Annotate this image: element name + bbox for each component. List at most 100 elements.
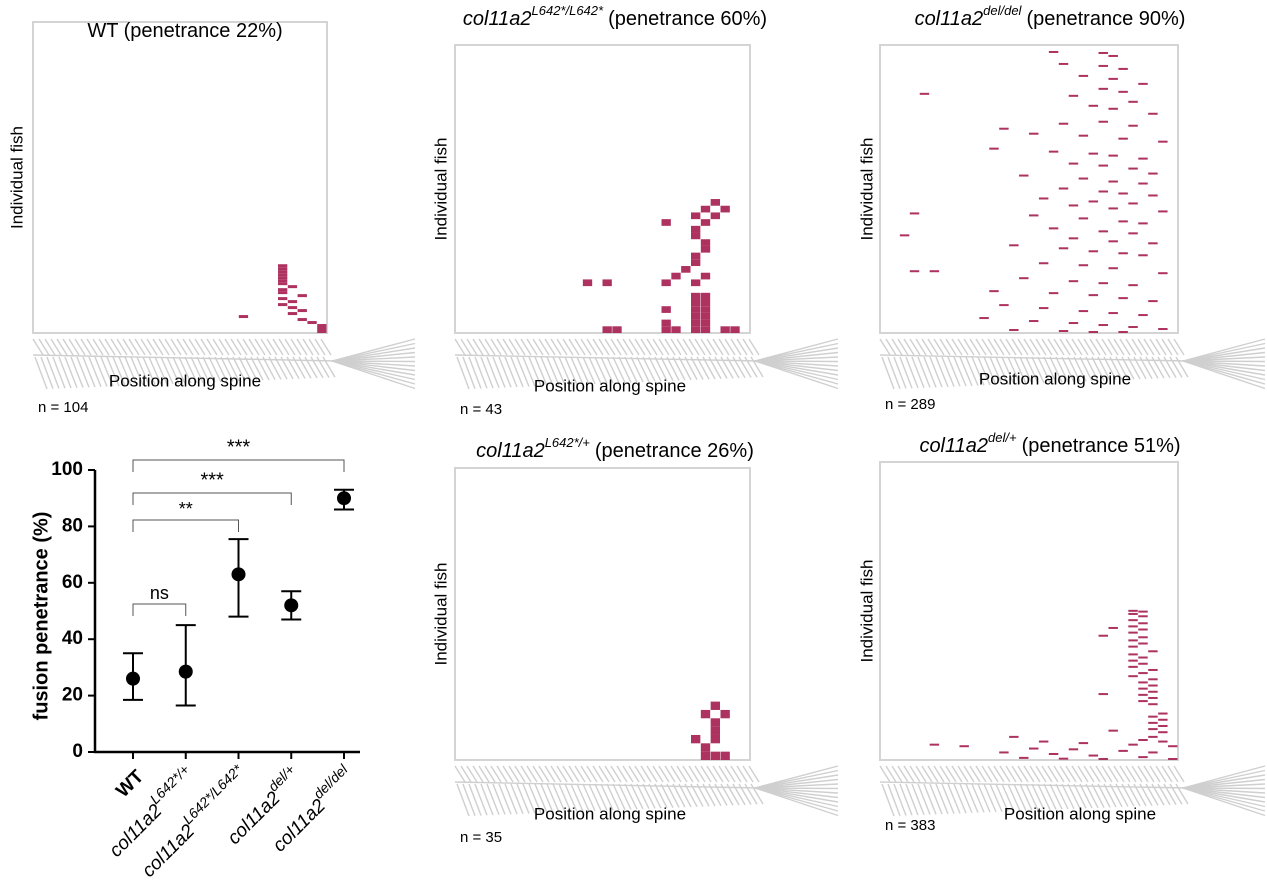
rib <box>642 783 656 809</box>
fusion-segment <box>1088 754 1099 757</box>
rib <box>987 765 999 783</box>
fusion-segment <box>278 288 288 292</box>
rib <box>514 765 526 783</box>
rib <box>923 783 937 815</box>
rib <box>953 356 967 387</box>
tail-ray <box>754 338 839 362</box>
category-name: WT <box>112 766 148 802</box>
fusion-segment <box>929 270 940 273</box>
rib <box>498 356 512 388</box>
rib <box>1077 765 1089 783</box>
significance-label: ns <box>150 583 169 603</box>
fusion-segment <box>1078 177 1089 180</box>
fusion-segment <box>1138 622 1148 625</box>
rib <box>1073 783 1087 809</box>
rib <box>1043 356 1057 383</box>
rib <box>454 765 466 783</box>
fusion-segment <box>1048 752 1059 755</box>
rib <box>618 356 632 383</box>
rib <box>62 338 74 356</box>
fusion-segment <box>1078 74 1089 77</box>
significance-bracket <box>132 603 187 616</box>
fusion-segment <box>1019 174 1029 177</box>
rib <box>496 338 508 356</box>
fusion-segment <box>999 304 1009 307</box>
rib <box>977 356 991 386</box>
rib <box>206 338 218 356</box>
fusion-segment <box>1128 743 1138 746</box>
fusion-segment <box>1148 721 1158 724</box>
tail-ray <box>754 360 839 372</box>
x-axis-label: Position along spine <box>1004 804 1156 823</box>
rib <box>969 765 981 783</box>
tail-ray <box>1182 356 1266 362</box>
rib <box>170 338 182 356</box>
rib <box>726 356 740 379</box>
rib <box>1035 338 1047 356</box>
fusion-segment <box>1148 678 1158 681</box>
fusion-segment <box>1009 244 1019 247</box>
rib <box>558 783 572 813</box>
tail-ray <box>754 769 839 789</box>
rib <box>676 338 688 356</box>
fusion-segment <box>720 205 730 213</box>
fusion-segment <box>1138 636 1148 639</box>
fusion-segment <box>1108 154 1118 157</box>
rib <box>224 338 236 356</box>
fusion-segment <box>919 92 930 95</box>
rib <box>552 356 566 386</box>
y-axis-label: fusion penetrance (%) <box>30 512 52 721</box>
fusion-segment <box>1019 756 1029 759</box>
rib <box>730 338 742 356</box>
rib <box>248 338 260 356</box>
fusion-segment <box>1058 187 1069 190</box>
rib <box>112 356 126 387</box>
title-gene: col11a2 <box>919 435 988 457</box>
fusion-segment <box>1138 738 1148 741</box>
rib <box>720 783 734 806</box>
rib <box>1031 356 1045 384</box>
rib <box>899 783 913 816</box>
rib <box>588 783 602 811</box>
fusion-segment <box>1128 659 1138 662</box>
rib <box>546 783 560 813</box>
tail-ray <box>754 778 839 789</box>
fusion-segment <box>1048 227 1059 230</box>
rib <box>556 765 568 783</box>
rib <box>242 338 254 356</box>
fusion-segment <box>1098 758 1108 760</box>
rib <box>1175 356 1189 378</box>
fusion-segment <box>1068 322 1079 325</box>
rib <box>694 338 706 356</box>
rib <box>1163 356 1177 378</box>
rib <box>893 783 907 816</box>
skeleton <box>454 765 839 817</box>
rib <box>652 338 664 356</box>
rib <box>1079 356 1093 382</box>
tail-ray <box>754 765 839 789</box>
tail-ray <box>754 360 839 376</box>
fusion-segment <box>1108 729 1118 732</box>
rib <box>672 783 686 808</box>
rib <box>1151 783 1165 806</box>
rib <box>1109 356 1123 381</box>
rib <box>732 783 746 806</box>
tail-ray <box>754 342 839 362</box>
rib <box>1169 783 1183 805</box>
fusion-segment <box>710 718 721 727</box>
fusion-segment <box>1118 252 1128 255</box>
fusion-segment <box>710 199 721 206</box>
tail-ray <box>1182 360 1266 381</box>
rib <box>550 338 562 356</box>
rib <box>1019 783 1033 811</box>
rib <box>492 356 506 388</box>
skeleton <box>32 338 416 390</box>
rib <box>32 338 44 356</box>
rib <box>1007 356 1021 385</box>
rib <box>214 356 228 382</box>
dot <box>178 664 193 679</box>
rib <box>308 338 320 356</box>
rib <box>1137 765 1149 783</box>
fusion-segment <box>602 279 612 287</box>
rib <box>1071 765 1083 783</box>
